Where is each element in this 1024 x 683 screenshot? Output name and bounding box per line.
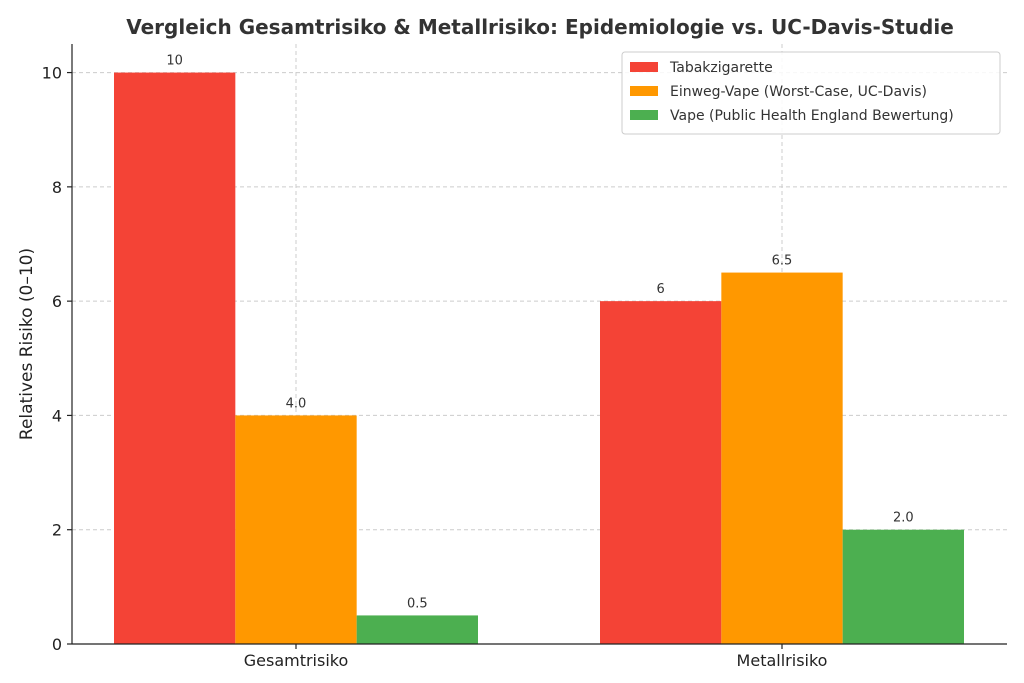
chart-title: Vergleich Gesamtrisiko & Metallrisiko: E… — [126, 15, 954, 39]
bars-layer — [114, 72, 964, 645]
y-tick-label-2: 4 — [52, 406, 62, 425]
axes-layer — [71, 44, 1007, 645]
data-label-3-2: 2.0 — [893, 511, 914, 526]
legend: Tabakzigarette Einweg-Vape (Worst-Case, U… — [621, 51, 1001, 135]
y-tick-label-0: 0 — [52, 635, 62, 654]
y-tick-label-4: 8 — [52, 178, 62, 197]
y-tick-label-3: 6 — [52, 292, 62, 311]
x-ticks-layer: Gesamtrisiko Metallrisiko — [244, 644, 828, 670]
data-label-2-1: 4.0 — [286, 396, 307, 411]
legend-swatch-3 — [630, 110, 658, 120]
x-tick-label-0: Gesamtrisiko — [244, 651, 349, 670]
legend-label-1: Tabakzigarette — [669, 60, 773, 76]
bar-2-2 — [721, 272, 843, 644]
legend-label-3: Vape (Public Health England Bewertung) — [670, 108, 954, 124]
legend-swatch-1 — [630, 62, 658, 72]
y-tick-label-5: 10 — [42, 64, 62, 83]
data-labels-layer: 10 6 4.0 6.5 0.5 2.0 — [166, 54, 913, 612]
y-tick-label-1: 2 — [52, 521, 62, 540]
bar-2-1 — [235, 415, 357, 644]
data-label-1-1: 10 — [166, 54, 183, 69]
bar-1-1 — [114, 72, 236, 645]
legend-label-2: Einweg-Vape (Worst-Case, UC-Davis) — [670, 84, 927, 100]
bar-3-1 — [356, 615, 478, 644]
legend-box — [621, 51, 1001, 135]
x-tick-label-1: Metallrisiko — [737, 651, 828, 670]
y-axis-label: Relatives Risiko (0–10) — [17, 248, 37, 440]
data-label-3-1: 0.5 — [407, 596, 428, 611]
bar-1-2 — [600, 301, 722, 644]
bar-3-2 — [842, 529, 964, 644]
y-ticks-layer: 0 2 4 6 8 10 — [42, 64, 72, 654]
data-label-2-2: 6.5 — [772, 254, 793, 269]
legend-swatch-2 — [630, 86, 658, 96]
data-label-1-2: 6 — [657, 282, 665, 297]
